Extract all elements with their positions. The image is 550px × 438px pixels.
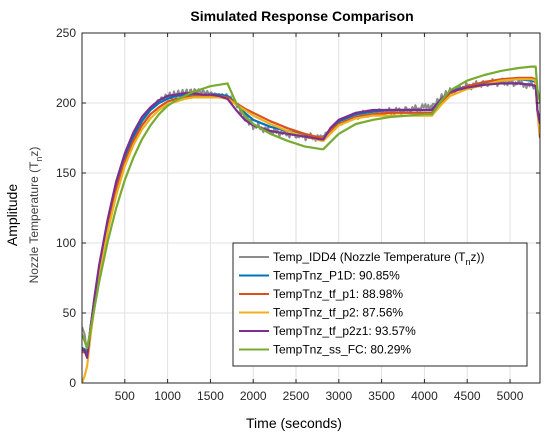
legend-entry-3: TempTnz_tf_p2: 87.56% [273, 306, 403, 320]
legend-entry-4: TempTnz_tf_p2z1: 93.57% [273, 324, 416, 338]
chart-title: Simulated Response Comparison [190, 8, 413, 24]
x-tick-label: 1500 [197, 389, 224, 403]
x-tick-label: 3000 [325, 389, 352, 403]
legend-entry-1: TempTnz_P1D: 90.85% [273, 269, 400, 283]
legend-box [232, 242, 528, 367]
x-tick-label: 3500 [368, 389, 395, 403]
y-axis-sublabel: Nozzle Temperature (Tnz) [27, 147, 44, 284]
y-tick-label: 100 [56, 236, 76, 250]
legend: Temp_IDD4 (Nozzle Temperature (Tnz)) Temp… [232, 242, 528, 367]
x-tick-label: 1000 [154, 389, 181, 403]
y-axis-sublabel-main: Nozzle Temperature (T [27, 161, 41, 283]
tick-labels: 500 1000 1500 2000 2500 3000 3500 4000 4500 5000 0… [56, 26, 524, 403]
x-tick-label: 5000 [497, 389, 524, 403]
axes-frame [81, 32, 541, 384]
axes [81, 32, 541, 384]
x-axis-label: Time (seconds) [246, 415, 342, 431]
x-tick-label: 2500 [283, 389, 310, 403]
y-axis-sublabel-tail: z) [27, 147, 41, 157]
series-line-5 [82, 65, 540, 350]
series-line-3 [82, 78, 540, 383]
y-axis-sublabel-subscript: n [34, 157, 44, 162]
y-tick-label: 50 [63, 306, 77, 320]
y-tick-label: 0 [69, 376, 76, 390]
y-axis-label: Amplitude [4, 184, 20, 246]
x-tick-label: 4000 [411, 389, 438, 403]
y-tick-label: 150 [56, 166, 76, 180]
legend-entry-5: TempTnz_ss_FC: 80.29% [273, 343, 411, 357]
x-tick-label: 500 [115, 389, 135, 403]
series-lines [82, 65, 540, 383]
x-tick-label: 2000 [240, 389, 267, 403]
y-tick-label: 200 [56, 96, 76, 110]
y-tick-label: 250 [56, 26, 76, 40]
legend-entry-2: TempTnz_tf_p1: 88.98% [273, 287, 403, 301]
x-tick-label: 4500 [454, 389, 481, 403]
legend-entry-0: Temp_IDD4 (Nozzle Temperature (Tnz)) [273, 250, 485, 267]
